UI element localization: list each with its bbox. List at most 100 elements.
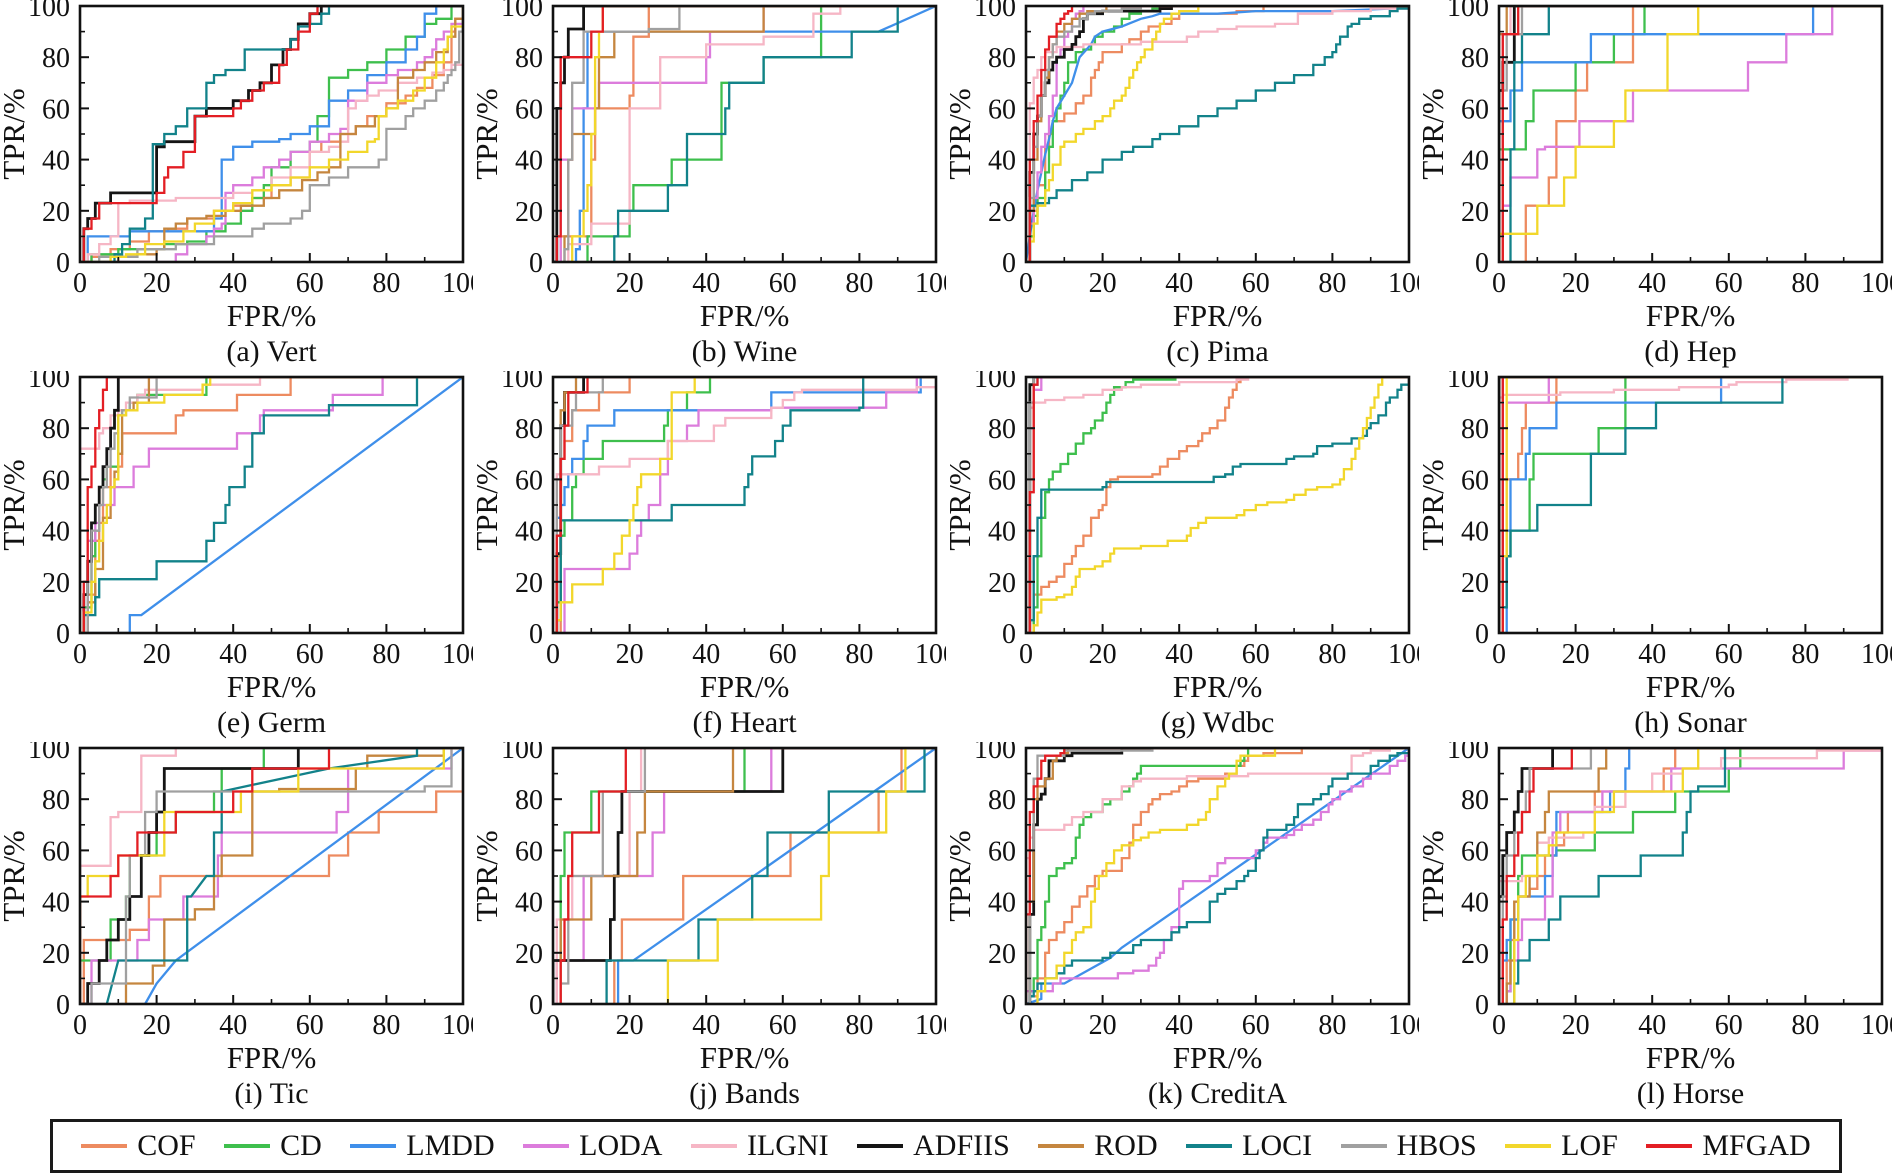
- y-tick-label: 0: [1475, 248, 1489, 279]
- x-tick-label: 60: [1715, 1010, 1743, 1041]
- curve-rod-j: [559, 747, 936, 1004]
- y-tick-label: 0: [56, 248, 70, 279]
- x-tick-label: 100: [1388, 639, 1419, 670]
- y-tick-label: 80: [515, 785, 543, 816]
- legend-label-mfgad: MFGAD: [1702, 1129, 1811, 1162]
- y-tick-label: 40: [1461, 517, 1489, 548]
- y-axis-label: TPR/%: [946, 830, 977, 921]
- plot-f: 00 20 20 40 40 60 60 80 80 100 100 FPR/% TPR/%: [469, 363, 957, 704]
- y-tick-label: 100: [1447, 742, 1489, 765]
- x-tick-label: 0: [546, 1010, 560, 1041]
- x-tick-label: 80: [1791, 639, 1819, 670]
- y-tick-label: 60: [988, 94, 1016, 125]
- legend-label-loda: LODA: [579, 1129, 663, 1162]
- curve-mfgad-d: [1501, 5, 1882, 262]
- legend-swatch-lof: [1505, 1144, 1552, 1148]
- curve-mfgad-f: [555, 376, 936, 633]
- y-tick-label: 80: [42, 43, 70, 74]
- subplot-caption-f: (f) Heart: [692, 706, 797, 739]
- curve-loci-a: [80, 5, 463, 263]
- curve-lof-j: [666, 747, 936, 1004]
- y-tick-label: 80: [1461, 43, 1489, 74]
- plot-l: 00 20 20 40 40 60 60 80 80 100 100 FPR/% TPR/%: [1415, 734, 1892, 1075]
- y-tick-label: 40: [42, 146, 70, 177]
- x-axis-label: FPR/%: [700, 1040, 790, 1074]
- x-tick-label: 60: [1242, 639, 1270, 670]
- legend-item-lmdd: LMDD: [350, 1129, 495, 1163]
- y-tick-label: 100: [28, 371, 70, 394]
- y-tick-label: 20: [1461, 568, 1489, 599]
- curve-loda-d: [1501, 5, 1882, 262]
- y-tick-label: 80: [988, 43, 1016, 74]
- x-tick-label: 80: [372, 268, 400, 299]
- curve-loci-i: [105, 747, 463, 1005]
- legend-label-cof: COF: [137, 1129, 196, 1162]
- legend-item-mfgad: MFGAD: [1646, 1129, 1811, 1163]
- y-tick-label: 40: [42, 888, 70, 919]
- x-tick-label: 20: [616, 639, 644, 670]
- curve-mfgad-l: [1501, 747, 1882, 1004]
- y-tick-label: 0: [1475, 990, 1489, 1021]
- y-tick-label: 80: [42, 785, 70, 816]
- curve-hbos-e: [80, 376, 463, 634]
- y-tick-label: 60: [1461, 836, 1489, 867]
- y-axis-label: TPR/%: [0, 88, 31, 179]
- x-tick-label: 60: [769, 1010, 797, 1041]
- subplot-a: 00 20 20 40 40 60 60 80 80 100 100 FPR/% TPR/% (a) Ve…: [0, 0, 484, 371]
- y-tick-label: 40: [1461, 888, 1489, 919]
- x-tick-label: 0: [1019, 1010, 1033, 1041]
- curve-mfgad-g: [1026, 376, 1409, 634]
- curve-cof-g: [1029, 376, 1409, 634]
- x-tick-label: 60: [1242, 1010, 1270, 1041]
- y-tick-label: 60: [988, 836, 1016, 867]
- x-tick-label: 80: [1318, 268, 1346, 299]
- curve-ilgni-a: [80, 59, 464, 263]
- x-tick-label: 40: [1165, 639, 1193, 670]
- x-tick-label: 40: [1165, 1010, 1193, 1041]
- x-tick-label: 80: [372, 639, 400, 670]
- legend-label-hbos: HBOS: [1396, 1129, 1477, 1162]
- curve-loci-b: [613, 5, 936, 262]
- y-tick-label: 40: [988, 146, 1016, 177]
- y-axis-label: TPR/%: [946, 88, 977, 179]
- y-tick-label: 60: [42, 465, 70, 496]
- x-axis-label: FPR/%: [227, 298, 317, 332]
- y-axis-label: TPR/%: [473, 88, 504, 179]
- subplot-caption-b: (b) Wine: [691, 335, 798, 368]
- y-tick-label: 60: [988, 465, 1016, 496]
- y-tick-label: 60: [515, 836, 543, 867]
- curve-mfgad-j: [559, 747, 936, 1004]
- curve-ilgni-l: [1498, 749, 1882, 1004]
- x-tick-label: 100: [915, 1010, 946, 1041]
- curve-loci-k: [1026, 748, 1410, 1005]
- curve-loci-f: [555, 376, 936, 633]
- x-tick-label: 20: [1562, 639, 1590, 670]
- y-axis-label: TPR/%: [946, 459, 977, 550]
- x-tick-label: 100: [915, 268, 946, 299]
- plot-a: 00 20 20 40 40 60 60 80 80 100 100 FPR/% TPR/%: [0, 0, 484, 333]
- y-axis-label: TPR/%: [0, 830, 31, 921]
- plot-e: 00 20 20 40 40 60 60 80 80 100 100 FPR/% TPR/%: [0, 363, 484, 704]
- y-tick-label: 100: [974, 371, 1016, 394]
- y-axis-label: TPR/%: [473, 830, 504, 921]
- curve-cof-i: [80, 768, 464, 1005]
- y-tick-label: 0: [1002, 248, 1016, 279]
- y-tick-label: 60: [515, 465, 543, 496]
- curve-loci-g: [1028, 377, 1410, 633]
- y-tick-label: 0: [56, 619, 70, 650]
- curve-lof-c: [1026, 5, 1409, 263]
- x-tick-label: 60: [296, 268, 324, 299]
- curve-loci-c: [1026, 6, 1410, 263]
- curve-loda-a: [80, 13, 464, 263]
- y-tick-label: 100: [1447, 0, 1489, 23]
- x-tick-label: 80: [372, 1010, 400, 1041]
- x-tick-label: 80: [1318, 1010, 1346, 1041]
- legend-swatch-loci: [1186, 1144, 1233, 1148]
- curve-loci-l: [1510, 747, 1882, 1005]
- x-tick-label: 0: [1492, 639, 1506, 670]
- x-tick-label: 60: [769, 639, 797, 670]
- curve-ilgni-b: [567, 5, 936, 262]
- x-axis-label: FPR/%: [700, 298, 790, 332]
- y-tick-label: 40: [515, 517, 543, 548]
- subplot-caption-h: (h) Sonar: [1634, 706, 1747, 739]
